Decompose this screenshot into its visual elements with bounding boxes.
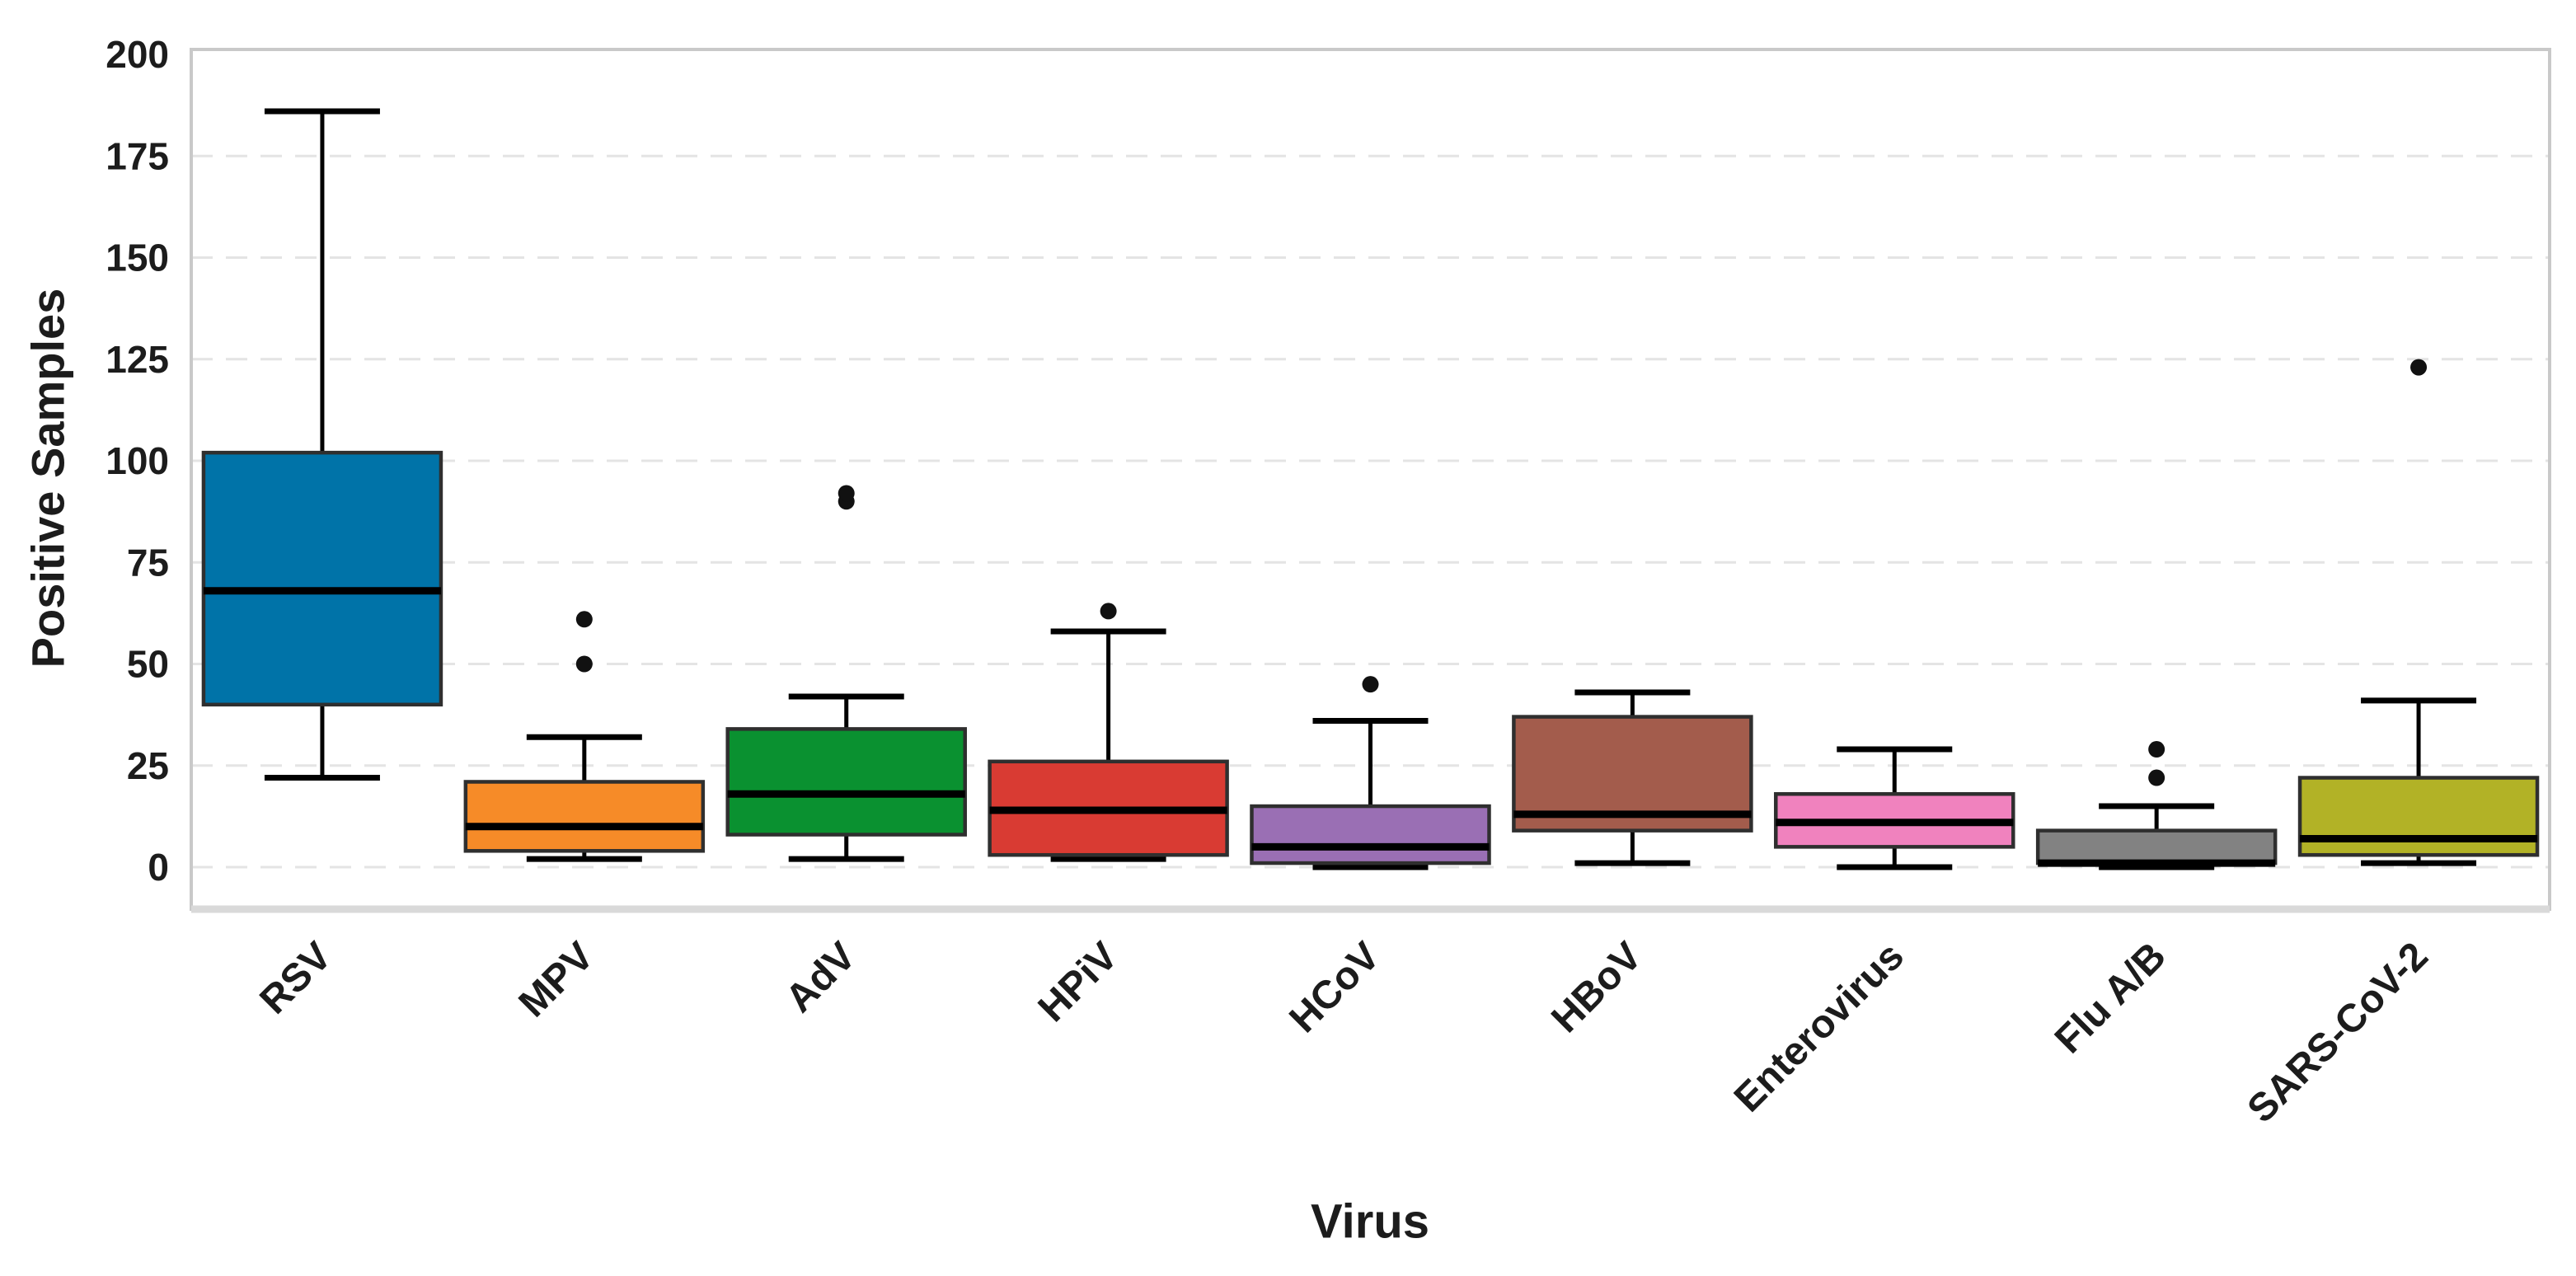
outlier-point	[2148, 741, 2165, 758]
box-HCoV	[1250, 676, 1491, 870]
y-tick-label-100: 100	[106, 439, 169, 482]
y-tick-label-200: 200	[106, 33, 169, 76]
iqr-box	[2297, 776, 2540, 857]
iqr-box	[725, 727, 967, 837]
x-category-label-RSV: RSV	[251, 934, 340, 1022]
y-tick-label-50: 50	[127, 643, 169, 686]
x-category-label-MPV: MPV	[511, 934, 603, 1025]
x-category-label-SARS-CoV-2: SARS-CoV-2	[2240, 934, 2437, 1131]
box-Enterovirus	[1774, 746, 2015, 870]
x-category-label-Flu A/B: Flu A/B	[2047, 934, 2175, 1062]
outlier-point	[2148, 769, 2165, 786]
iqr-box	[1250, 804, 1491, 866]
outlier-point	[1362, 676, 1379, 693]
box-SARS-CoV-2	[2297, 359, 2540, 866]
x-axis-title: Virus	[1310, 1194, 1430, 1249]
y-tick-label-150: 150	[106, 237, 169, 279]
y-tick-label-75: 75	[127, 541, 169, 584]
iqr-box	[2035, 828, 2278, 866]
box-HBoV	[1512, 689, 1753, 866]
x-category-label-HBoV: HBoV	[1543, 934, 1650, 1041]
outlier-point	[575, 655, 593, 673]
y-tick-label-125: 125	[106, 338, 169, 381]
outlier-point	[2410, 359, 2428, 376]
y-tick-labels: 0 25 50 75 100 125 150 175 200	[106, 33, 169, 889]
y-tick-label-0: 0	[148, 846, 169, 889]
box-AdV	[725, 485, 967, 862]
box-RSV	[201, 108, 443, 781]
y-tick-label-25: 25	[127, 744, 169, 787]
outlier-point	[575, 611, 593, 628]
iqr-box	[201, 450, 443, 707]
outlier-point	[1100, 603, 1117, 620]
x-category-label-HCoV: HCoV	[1281, 934, 1388, 1041]
box-HPiV	[988, 603, 1229, 862]
iqr-box	[463, 780, 706, 853]
outlier-point	[838, 485, 855, 502]
x-category-label-HPiV: HPiV	[1030, 934, 1127, 1030]
y-tick-label-175: 175	[106, 134, 169, 177]
x-category-label-AdV: AdV	[777, 934, 864, 1020]
box-MPV	[463, 611, 706, 862]
box-Flu A/B	[2035, 741, 2278, 870]
x-category-label-Enterovirus: Enterovirus	[1726, 934, 1912, 1120]
